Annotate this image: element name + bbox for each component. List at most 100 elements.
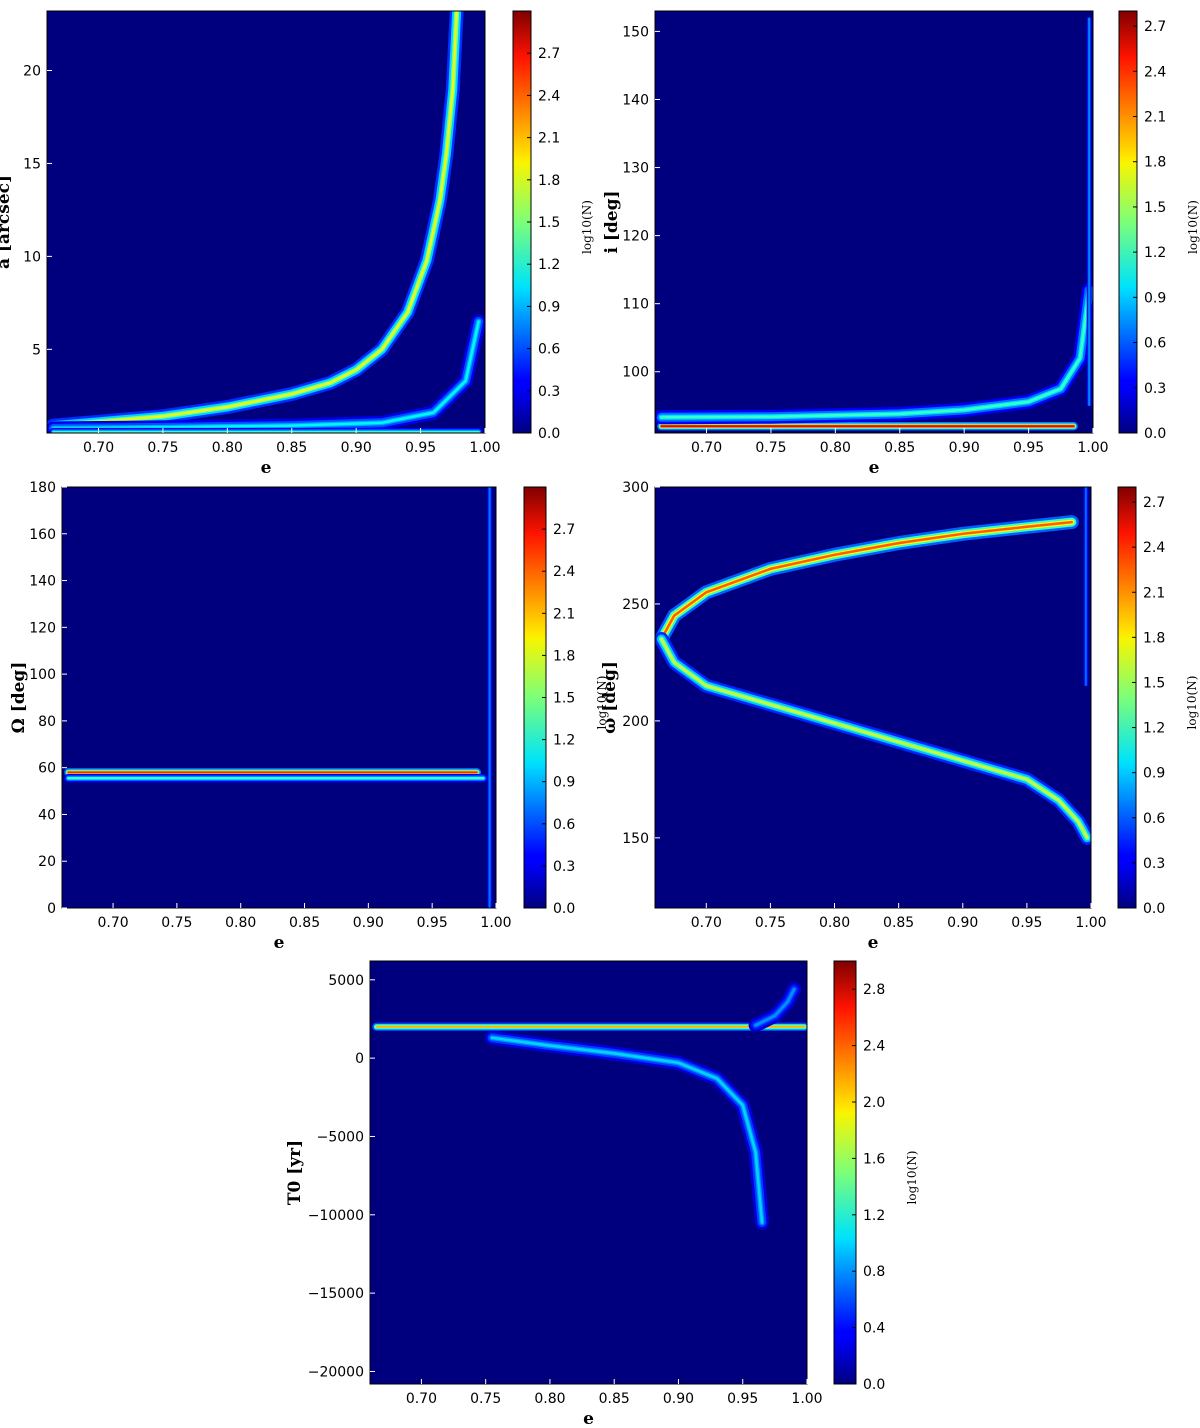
x-tick-label: 0.75 xyxy=(161,915,192,931)
colorbar-tick-label: 1.8 xyxy=(553,648,575,664)
colorbar-tick-label: 0.3 xyxy=(538,384,560,400)
x-tick-label: 1.00 xyxy=(791,1391,822,1407)
y-tick-label: 5 xyxy=(32,342,41,358)
chart-panel-5: 0.70 0.75 0.80 0.85 0.90 0.95 1.00−20000−15000… xyxy=(285,960,919,1428)
plot-frame xyxy=(61,486,497,909)
y-tick-label: 300 xyxy=(622,480,649,496)
plot-frame xyxy=(369,960,808,1385)
density-marks xyxy=(655,487,1091,845)
colorbar-tick-label: 1.8 xyxy=(1144,155,1166,171)
y-tick-label: 0 xyxy=(47,901,56,917)
plot-background xyxy=(47,11,485,433)
density-curve xyxy=(660,637,1089,840)
y-tick-label: 140 xyxy=(622,92,649,108)
y-tick-label: 180 xyxy=(29,480,56,496)
colorbar-tick-label: 1.8 xyxy=(538,173,560,189)
x-tick-label: 0.85 xyxy=(276,440,307,456)
colorbar-tick-label: 2.1 xyxy=(553,606,575,622)
x-tick-label: 0.90 xyxy=(947,915,978,931)
colorbar-tick-label: 0.9 xyxy=(1144,290,1166,306)
x-tick-label: 0.85 xyxy=(289,915,320,931)
colorbar-tick-label: 0.6 xyxy=(538,342,560,358)
colorbar-tick-label: 0.9 xyxy=(553,775,575,791)
x-tick-label: 0.75 xyxy=(470,1391,501,1407)
colorbar-tick-label: 2.7 xyxy=(1143,495,1165,511)
colorbar-tick-label: 1.2 xyxy=(1144,245,1166,261)
colorbar-tick-label: 1.8 xyxy=(1143,630,1165,646)
plot-background xyxy=(370,961,807,1384)
colorbar-tick-label: 1.5 xyxy=(538,215,560,231)
y-tick-label: 150 xyxy=(622,831,649,847)
colorbar-tick-label: 2.7 xyxy=(1144,19,1166,35)
colorbar-tick-label: 0.6 xyxy=(1144,336,1166,352)
colorbar-tick-label: 0.0 xyxy=(1144,426,1166,442)
x-tick-label: 0.80 xyxy=(534,1391,565,1407)
density-feature-1 xyxy=(47,11,464,433)
x-tick-label: 0.75 xyxy=(755,915,786,931)
x-tick-label: 0.80 xyxy=(225,915,256,931)
y-tick-label: 60 xyxy=(38,761,56,777)
colorbar-tick-label: 2.0 xyxy=(863,1095,885,1111)
colorbar-tick-label: 2.4 xyxy=(863,1039,885,1055)
y-tick-label: −20000 xyxy=(308,1364,364,1380)
density-marks xyxy=(655,17,1093,431)
x-tick-label: 1.00 xyxy=(480,915,511,931)
panels: 0.700.750.800.850.900.951.005101520ea [a… xyxy=(0,10,1200,1428)
y-tick-label: 100 xyxy=(29,667,56,683)
density-feature-1 xyxy=(655,515,1079,646)
x-tick-label: 0.70 xyxy=(691,915,722,931)
chart-panel-1: 0.70 0.75 0.80 0.85 0.90 0.95 1.00 5 10 15 20 e a [a… xyxy=(0,10,594,478)
x-tick-label: 0.85 xyxy=(883,915,914,931)
colorbar-tick-label: 1.2 xyxy=(553,733,575,749)
plot-frame xyxy=(654,10,1094,434)
x-tick-label: 0.85 xyxy=(884,440,915,456)
chart-panel-4: 0.70 0.75 0.80 0.85 0.90 0.95 1.00 150 200 250 300… xyxy=(600,480,1199,953)
colorbar-tick-label: 1.5 xyxy=(1144,200,1166,216)
y-tick-label: −15000 xyxy=(308,1286,364,1302)
chart-panel-2: 0.70 0.75 0.80 0.85 0.90 0.95 1.00 100 110 120 130… xyxy=(602,10,1200,478)
density-marks xyxy=(372,982,807,1230)
colorbar-tick-label: 0.8 xyxy=(863,1264,885,1280)
y-tick-label: 250 xyxy=(622,597,649,613)
x-tick-label: 0.75 xyxy=(147,440,178,456)
colorbar xyxy=(1117,486,1137,909)
y-tick-label: 130 xyxy=(622,161,649,177)
colorbar-tick-label: 0.9 xyxy=(538,299,560,315)
y-tick-label: 150 xyxy=(622,24,649,40)
colorbar-tick-label: 2.1 xyxy=(1143,585,1165,601)
colorbar-tick-label: 1.2 xyxy=(1143,721,1165,737)
colorbar-tick-label: 2.7 xyxy=(553,522,575,538)
colorbar-tick-label: 2.1 xyxy=(538,131,560,147)
y-axis-label: Ω [deg] xyxy=(9,662,29,734)
y-tick-label: 140 xyxy=(29,574,56,590)
x-tick-label: 0.80 xyxy=(819,915,850,931)
colorbar-label: log10(N) xyxy=(580,200,594,254)
colorbar-tick-label: 1.6 xyxy=(863,1151,885,1167)
colorbar-tick-label: 1.2 xyxy=(538,257,560,273)
x-tick-label: 0.70 xyxy=(97,915,128,931)
colorbar-tick-label: 2.8 xyxy=(863,982,885,998)
density-feature-3 xyxy=(748,982,802,1033)
colorbar-tick-label: 0.0 xyxy=(538,426,560,442)
colorbar-tick-label: 0.6 xyxy=(553,817,575,833)
x-tick-label: 0.85 xyxy=(599,1391,630,1407)
colorbar-tick-label: 0.0 xyxy=(553,901,575,917)
y-axis-label: a [arcsec] xyxy=(0,175,14,269)
x-tick-label: 1.00 xyxy=(1075,915,1106,931)
x-tick-label: 0.95 xyxy=(417,915,448,931)
colorbar-label: log10(N) xyxy=(1186,200,1200,254)
y-tick-label: 15 xyxy=(23,156,41,172)
y-tick-label: 0 xyxy=(355,1051,364,1067)
y-tick-label: 160 xyxy=(29,527,56,543)
colorbar-tick-label: 0.0 xyxy=(863,1377,885,1393)
x-axis-label: e xyxy=(869,458,880,478)
x-tick-label: 0.95 xyxy=(1011,915,1042,931)
y-tick-label: 100 xyxy=(622,365,649,381)
y-tick-label: −5000 xyxy=(317,1129,364,1145)
density-curve xyxy=(490,1036,764,1224)
x-axis-label: e xyxy=(583,1409,594,1428)
x-axis-label: e xyxy=(868,933,879,953)
plot-background xyxy=(62,487,496,908)
y-tick-label: 10 xyxy=(23,249,41,265)
y-tick-label: 200 xyxy=(622,714,649,730)
